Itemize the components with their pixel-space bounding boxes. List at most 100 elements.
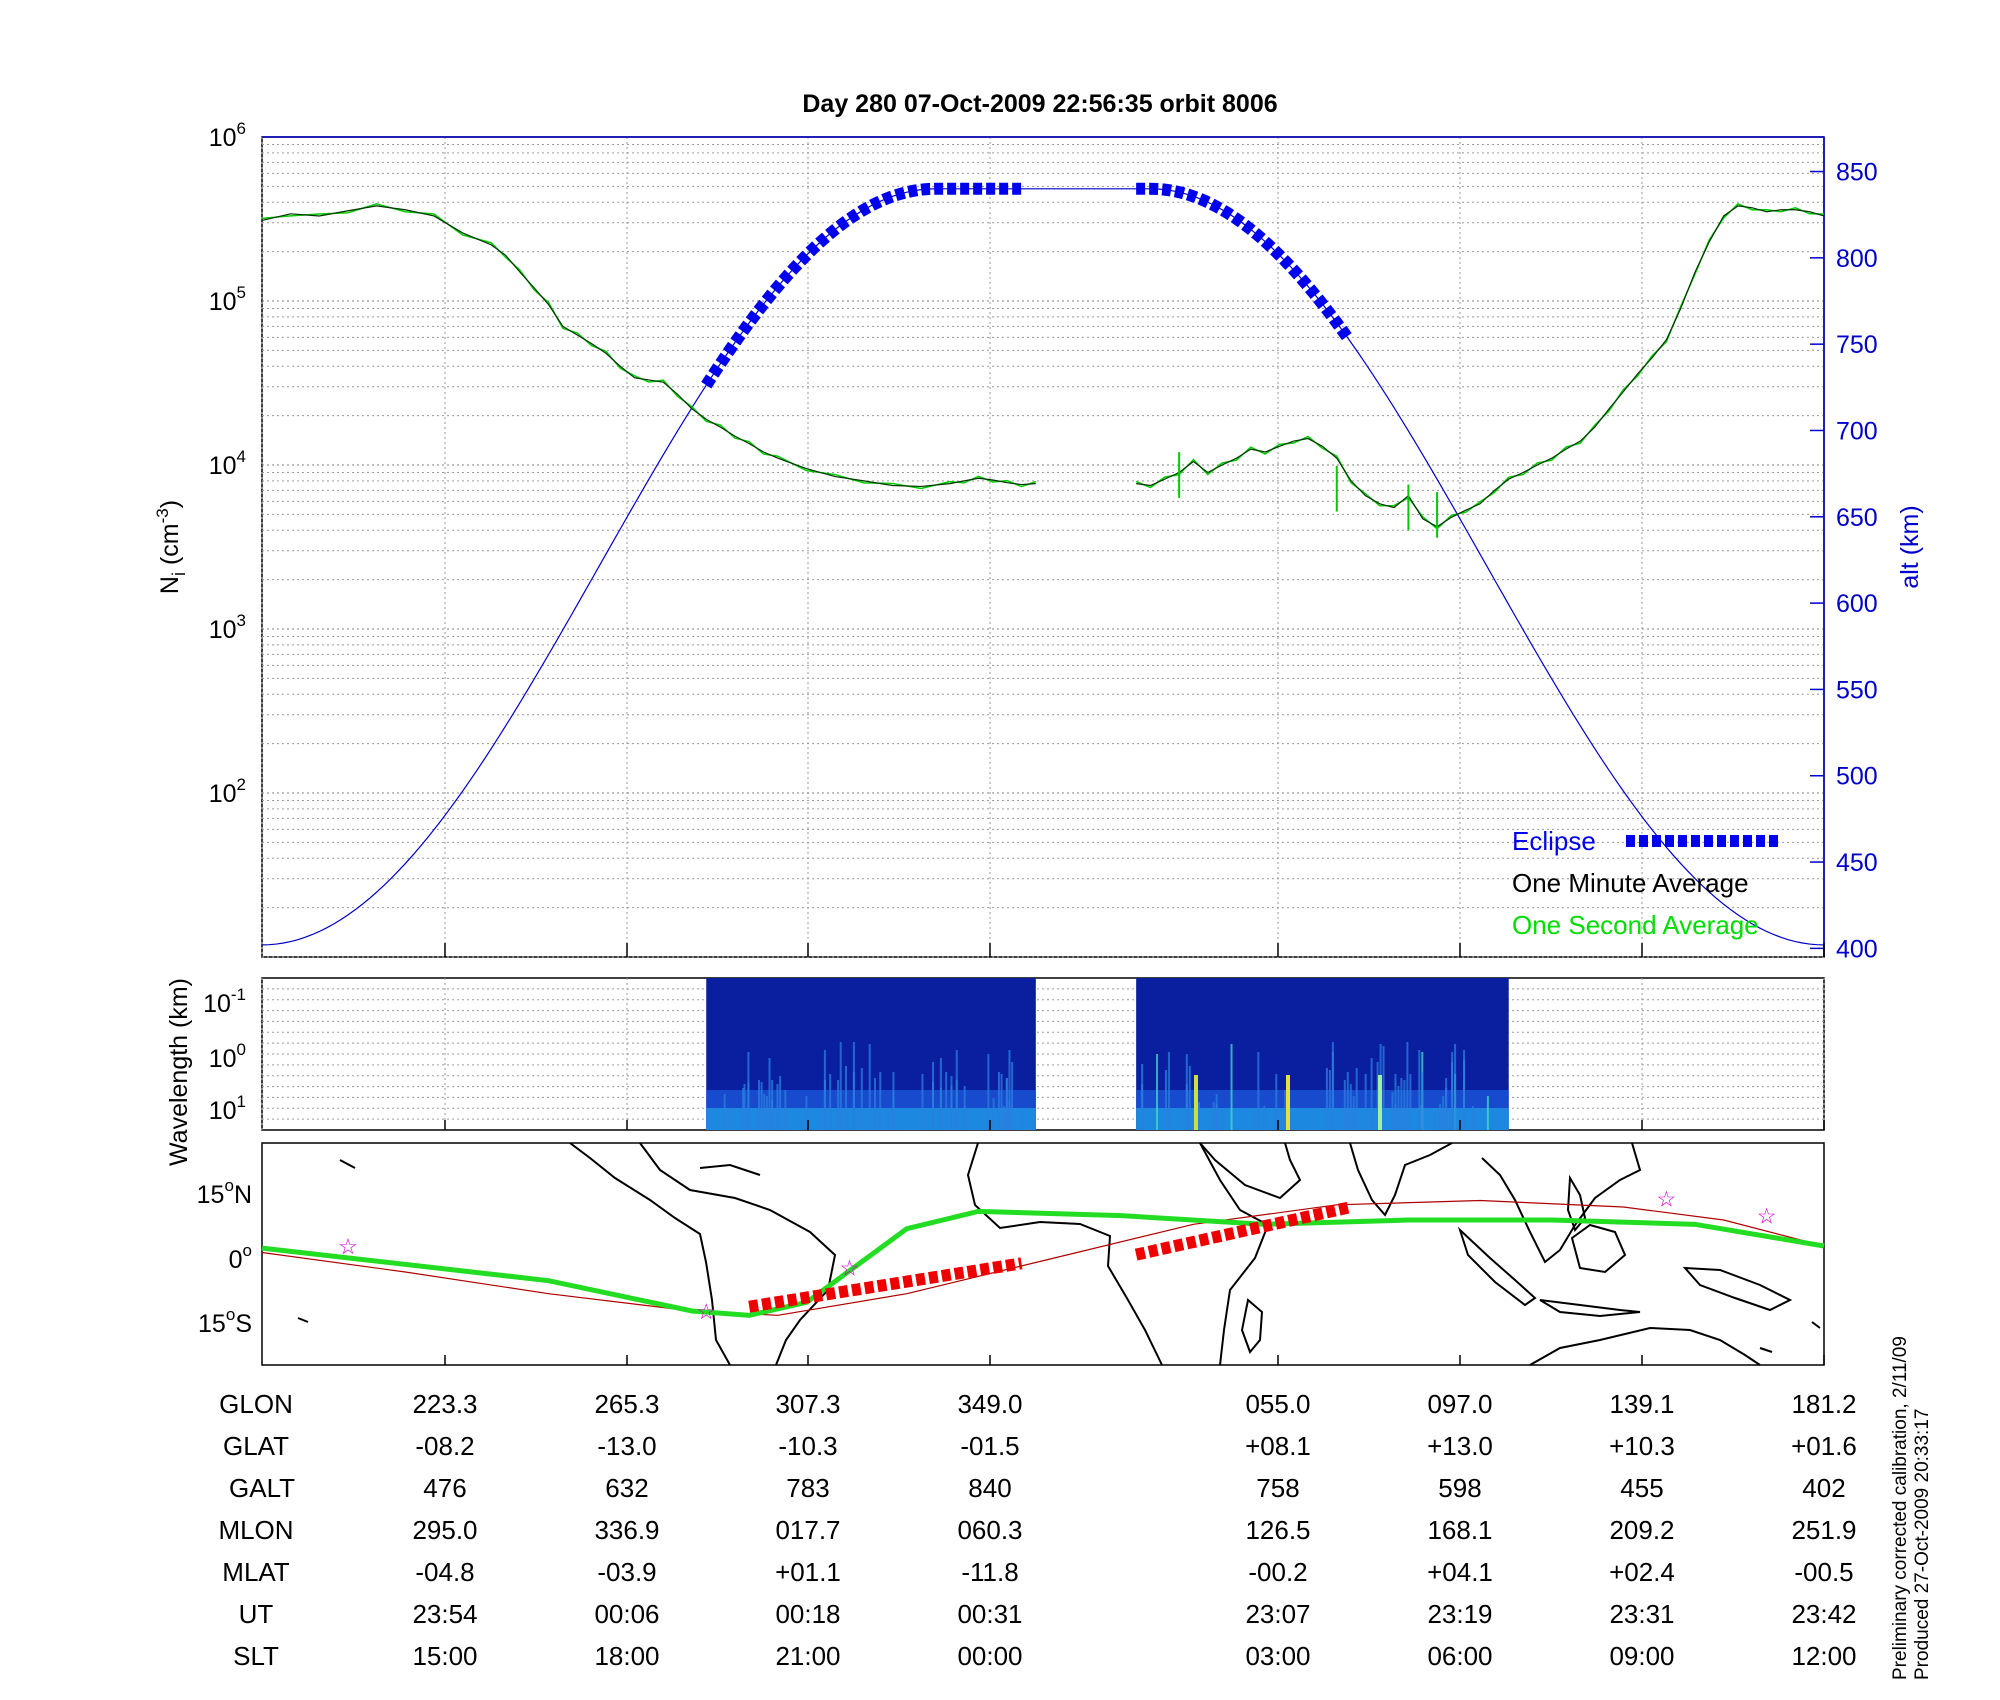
station-star-icon: ☆ <box>696 1299 716 1324</box>
footnote: Preliminary corrected calibration, 2/11/… <box>1890 1336 1933 1680</box>
table-cell: 23:31 <box>1609 1599 1674 1629</box>
coast-australia <box>1529 1326 1761 1366</box>
coast-southeast-asia <box>1481 1142 1642 1264</box>
map-eclipse-segment <box>1134 1201 1353 1261</box>
coast-java <box>1539 1299 1641 1318</box>
coast-south-america <box>569 1142 731 1366</box>
altitude-tick-label: 600 <box>1836 590 1878 618</box>
station-star-icon: ☆ <box>1757 1204 1777 1229</box>
table-row-label: GLAT <box>223 1431 289 1461</box>
table-row-label: GLON <box>219 1389 293 1419</box>
table-cell: 402 <box>1802 1473 1845 1503</box>
table-cell: 23:42 <box>1791 1599 1856 1629</box>
table-row-label: MLON <box>218 1515 293 1545</box>
altitude-y-label: alt (km) <box>1896 505 1924 588</box>
table-cell: 23:19 <box>1427 1599 1492 1629</box>
table-cell: 476 <box>423 1473 466 1503</box>
table-cell: 15:00 <box>412 1641 477 1671</box>
table-cell: 307.3 <box>775 1389 840 1419</box>
altitude-tick-label: 550 <box>1836 676 1878 704</box>
table-cell: 097.0 <box>1427 1389 1492 1419</box>
table-cell: 055.0 <box>1245 1389 1310 1419</box>
table-cell: 00:18 <box>775 1599 840 1629</box>
table-cell: 349.0 <box>957 1389 1022 1419</box>
spectrogram-tick-label: 10-1 <box>203 985 246 1018</box>
table-cell: 23:07 <box>1245 1599 1310 1629</box>
table-cell: +04.1 <box>1427 1557 1493 1587</box>
spectrogram-panel: 10-1 100 101 Wavelength (km) <box>165 977 1825 1166</box>
coast-arabia <box>1199 1142 1302 1200</box>
coast-africa <box>966 1142 1163 1366</box>
table-cell: -11.8 <box>961 1557 1018 1587</box>
table-cell: -04.8 <box>415 1557 474 1587</box>
table-row-label: MLAT <box>222 1557 290 1587</box>
table-cell: 168.1 <box>1427 1515 1492 1545</box>
station-star-icon: ☆ <box>1656 1186 1676 1211</box>
altitude-tick-label: 650 <box>1836 504 1878 532</box>
coast-south-america-east <box>639 1142 837 1366</box>
table-cell: 758 <box>1256 1473 1299 1503</box>
coast-madagascar <box>1240 1298 1264 1354</box>
coast-borneo <box>1570 1223 1627 1274</box>
magnetic-track-line <box>261 1199 1825 1316</box>
altitude-tick-label: 500 <box>1836 763 1878 791</box>
map-plot-area <box>261 1142 1825 1366</box>
spectrogram-y-label: Wavelength (km) <box>165 978 193 1166</box>
table-cell: 209.2 <box>1609 1515 1674 1545</box>
density-tick-label: 105 <box>209 283 246 316</box>
table-row-label: GALT <box>229 1473 295 1503</box>
spectrogram-tick-label: 101 <box>209 1092 246 1125</box>
altitude-tick-label: 800 <box>1836 245 1878 273</box>
spectrogram-grid <box>261 978 1825 1130</box>
table-cell: 00:31 <box>957 1599 1022 1629</box>
altitude-tick-label: 450 <box>1836 849 1878 877</box>
altitude-tick-label: 850 <box>1836 159 1878 187</box>
table-cell: 455 <box>1620 1473 1663 1503</box>
chart-title: Day 280 07-Oct-2009 22:56:35 orbit 8006 <box>802 90 1277 118</box>
x-ticks <box>444 943 1825 1365</box>
coast-new-guinea <box>1682 1266 1793 1312</box>
table-cell: 03:00 <box>1245 1641 1310 1671</box>
table-cell: 060.3 <box>957 1515 1022 1545</box>
coast-africa-east <box>1199 1142 1270 1366</box>
table-cell: 00:00 <box>957 1641 1022 1671</box>
legend-minute-label: One Minute Average <box>1512 868 1749 898</box>
table-cell: +02.4 <box>1609 1557 1675 1587</box>
table-cell: -01.5 <box>960 1431 1019 1461</box>
density-panel: 102 103 104 105 106 400 450 500 550 600 650 700 750… <box>153 119 1924 963</box>
table-cell: 017.7 <box>775 1515 840 1545</box>
table-cell: -13.0 <box>597 1431 656 1461</box>
table-cell: 126.5 <box>1245 1515 1310 1545</box>
density-series <box>261 182 1825 946</box>
spectrogram-y-ticks: 10-1 100 101 <box>203 985 246 1125</box>
table-cell: +01.6 <box>1791 1431 1857 1461</box>
map-tracks: ☆ ☆ ☆ ☆ ☆ <box>261 1186 1825 1324</box>
table-cell: 840 <box>968 1473 1011 1503</box>
table-cell: 09:00 <box>1609 1641 1674 1671</box>
one-second-average-line <box>1135 203 1825 530</box>
station-star-icon: ☆ <box>338 1234 358 1259</box>
eclipse-segment <box>1136 182 1354 343</box>
table-cell: -10.3 <box>778 1431 837 1461</box>
table-cell: 783 <box>786 1473 829 1503</box>
legend-eclipse-label: Eclipse <box>1512 826 1596 856</box>
density-y-label: Ni (cm-3) <box>153 500 189 594</box>
density-y-ticks: 102 103 104 105 106 <box>209 119 246 808</box>
legend-second-label: One Second Average <box>1512 910 1759 940</box>
coast-india <box>1349 1142 1453 1217</box>
table-cell: +08.1 <box>1245 1431 1311 1461</box>
table-cell: 223.3 <box>412 1389 477 1419</box>
table-cell: +01.1 <box>775 1557 841 1587</box>
altitude-line <box>261 188 1825 946</box>
table-cell: 23:54 <box>412 1599 477 1629</box>
density-tick-label: 104 <box>209 447 246 480</box>
table-cell: 139.1 <box>1609 1389 1674 1419</box>
coast-sumatra <box>1457 1226 1537 1307</box>
density-tick-label: 106 <box>209 119 246 152</box>
table-cell: 00:06 <box>594 1599 659 1629</box>
spectrogram-band <box>1136 1108 1509 1130</box>
table-cell: +10.3 <box>1609 1431 1675 1461</box>
density-tick-label: 102 <box>209 775 246 808</box>
table-cell: 632 <box>605 1473 648 1503</box>
footnote-produced: Produced 27-Oct-2009 20:33:17 <box>1912 1409 1933 1680</box>
